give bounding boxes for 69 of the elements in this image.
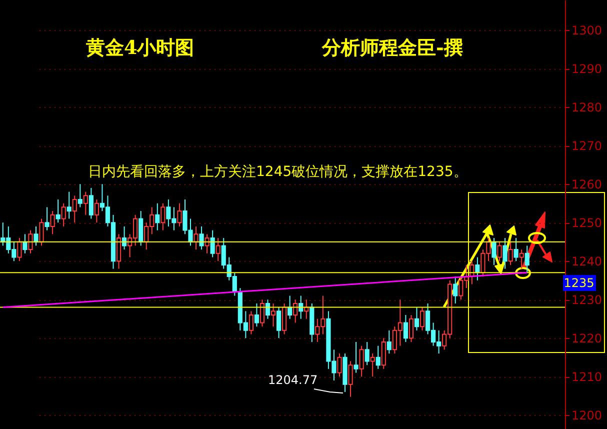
text: 黄金4小时图 [85,37,194,59]
candlestick [50,210,55,235]
candlestick [34,226,38,246]
candlestick [22,234,28,254]
text: 1235 [564,276,594,290]
candlestick [199,226,204,250]
candlestick [359,345,364,378]
y-tick-label: 1210 [572,370,602,384]
candlestick [72,195,77,224]
candlestick [270,302,276,328]
candlestick [248,310,254,335]
candlestick [78,184,82,208]
y-tick-label: 1230 [572,293,602,308]
candlestick [94,198,99,224]
y-tick-label: 1300 [572,24,602,38]
candlestick [508,241,513,266]
candlestick [276,306,282,339]
candlestick [524,245,530,274]
candlestick [364,341,370,366]
candlestick [177,202,182,227]
candlestick [61,202,66,227]
candlestick [28,230,33,254]
y-tick-label: 1220 [572,332,602,346]
candlestick [254,302,260,328]
candlestick [265,299,270,320]
candlestick [116,234,122,270]
annotation: 1204.77 [268,373,318,387]
candlestick [155,202,160,231]
candlestick [194,226,198,250]
annotation: 日内先看回落多，上方关注1245破位情况，支撑放在1235。 [88,164,468,180]
y-tick-label: 1280 [572,100,602,115]
y-tick-label: 1250 [572,216,602,230]
candlestick [514,237,518,262]
text: 分析师程金臣-撰 [321,37,463,59]
candlestick [39,218,44,246]
candlestick [420,306,425,331]
y-tick-label: 1240 [572,254,602,269]
candlestick [354,341,358,374]
y-tick-label: 1290 [572,62,602,76]
candlestick [519,249,524,270]
candlestick [337,353,342,378]
y-tick-label: 1270 [572,139,602,154]
y-tick-label: 1260 [572,178,602,192]
candlestick [403,314,408,342]
candlestick [282,302,287,335]
candlestick [453,276,458,304]
candlestick [138,210,144,246]
candlestick [502,237,508,270]
candlestick [348,360,353,398]
candlestick [293,299,298,324]
candlestick [370,353,375,378]
candlestick [17,237,22,262]
candlestick [497,241,502,262]
candlestick [414,306,420,331]
candlestick [260,299,265,328]
y-tick-label: 1200 [572,408,602,423]
candlestick [160,202,166,231]
candlestick [492,237,496,266]
candlestick [56,198,60,224]
candlestick [66,191,72,220]
candlestick [381,338,386,370]
candlestick [408,314,414,342]
candlestick [210,230,215,258]
candlestick [216,237,220,262]
candlestick [386,330,392,354]
candlestick [83,191,88,216]
candlestick [88,187,94,220]
candlestick [44,206,50,231]
candlestick [376,345,380,370]
